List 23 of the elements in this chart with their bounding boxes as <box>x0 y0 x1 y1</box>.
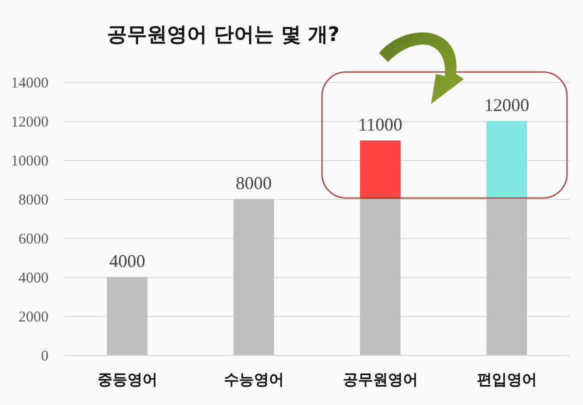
y-tick-label: 14000 <box>11 76 48 92</box>
bar <box>234 199 274 355</box>
y-tick-label: 10000 <box>11 154 48 170</box>
bar <box>107 277 148 355</box>
y-tick-label: 8000 <box>18 192 48 208</box>
y-tick-label: 12000 <box>11 114 48 130</box>
bar <box>360 199 400 355</box>
x-tick-label: 공무원영어 <box>342 370 418 388</box>
chart-title: 공무원영어 단어는 몇 개? <box>107 22 340 46</box>
bar <box>486 121 527 199</box>
x-tick-label: 중등영어 <box>97 370 158 388</box>
total-label: 11000 <box>358 114 402 134</box>
y-tick-label: 0 <box>41 348 48 364</box>
y-tick-label: 2000 <box>18 310 48 326</box>
bar <box>486 199 527 355</box>
y-tick-label: 6000 <box>18 232 48 248</box>
x-tick-label: 수능영어 <box>224 370 284 388</box>
y-tick-label: 4000 <box>18 270 48 286</box>
total-label: 4000 <box>109 251 146 271</box>
bar <box>360 140 400 199</box>
x-tick-label: 편입영어 <box>476 370 537 388</box>
total-label: 8000 <box>236 173 272 193</box>
total-label: 12000 <box>484 95 530 115</box>
